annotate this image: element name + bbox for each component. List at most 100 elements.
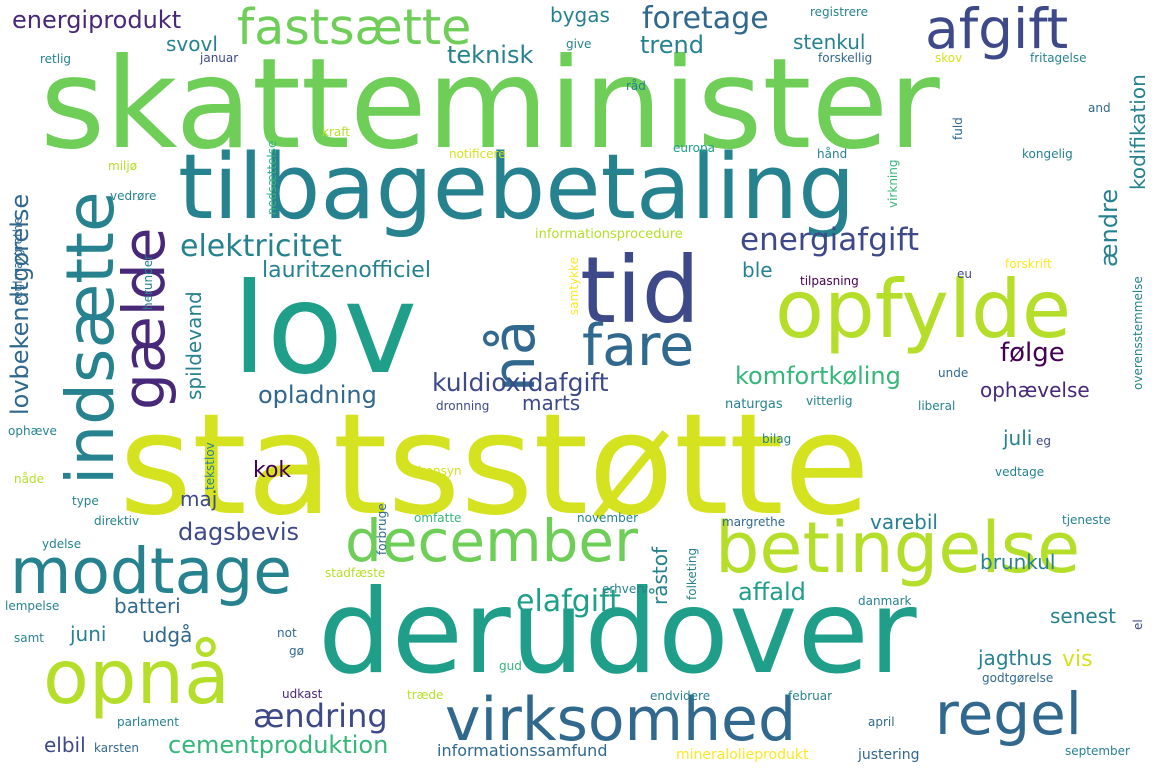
word-opna: opnå xyxy=(43,633,230,721)
word-energiprodukt: energiprodukt xyxy=(12,6,182,34)
word-virkning: virkning xyxy=(886,159,900,208)
word-april: april xyxy=(868,715,895,729)
word-ophaevelse: ophævelse xyxy=(980,378,1090,402)
word-kodifikation: kodifikation xyxy=(1126,74,1150,190)
word-februar: februar xyxy=(788,689,833,703)
word-jagthus: jagthus xyxy=(978,646,1053,670)
word-herunder: herunder xyxy=(141,254,155,310)
word-vis: vis xyxy=(1062,647,1093,672)
word-hensyn: hensyn xyxy=(418,464,462,478)
word-not: not xyxy=(277,626,297,640)
word-dagsbevis: dagsbevis xyxy=(178,518,300,546)
word-udga: udgå xyxy=(142,623,193,647)
word-fare: fare xyxy=(582,313,695,379)
word-forskrift: forskrift xyxy=(1005,257,1052,271)
word-tid: tid xyxy=(580,237,701,344)
word-folketing: folketing xyxy=(685,547,699,600)
word-forbruge: forbruge xyxy=(375,503,389,555)
word-fastsaette: fastsætte xyxy=(237,0,472,56)
word-regel: regel xyxy=(935,680,1082,748)
word-december: december xyxy=(345,507,638,575)
word-varebil: varebil xyxy=(870,510,938,534)
word-teknisk: teknisk xyxy=(447,41,534,69)
word-stenkul: stenkul xyxy=(793,30,866,54)
word-liberal: liberal xyxy=(918,399,956,413)
word-lov: lov xyxy=(232,257,418,402)
word-energiafgift: energiafgift xyxy=(740,222,920,258)
word-batteri: batteri xyxy=(114,594,181,618)
word-fritagelse: fritagelse xyxy=(1030,51,1087,65)
word-maj: maj xyxy=(180,487,218,511)
word-foretage: foretage xyxy=(642,1,769,36)
word-senest: senest xyxy=(1050,604,1116,628)
word-endvidere: endvidere xyxy=(650,689,711,703)
word-notificere: notificere xyxy=(449,147,506,161)
word-affald: affald xyxy=(738,578,806,606)
word-parlament: parlament xyxy=(117,715,179,729)
word-kraft: kraft xyxy=(322,125,350,139)
word-tjeneste: tjeneste xyxy=(1062,513,1111,527)
word-elafgift: elafgift xyxy=(516,584,621,619)
word-retlig: retlig xyxy=(40,52,72,66)
word-omfatte: omfatte xyxy=(414,511,462,525)
word-opfylde: opfylde xyxy=(775,263,1072,356)
word-godtgorelse: godtgørelse xyxy=(982,671,1054,685)
word-kongelig: kongelig xyxy=(1022,147,1073,161)
word-kok: kok xyxy=(253,458,292,483)
word-skov: skov xyxy=(935,51,963,65)
word-justering: justering xyxy=(858,747,920,763)
word-vitterlig: vitterlig xyxy=(806,394,853,408)
word-karsten: karsten xyxy=(94,741,139,755)
word-ble: ble xyxy=(742,258,773,282)
word-fuld: fuld xyxy=(951,117,965,140)
word-eg: eg xyxy=(1036,434,1051,448)
word-overensstemmelse: overensstemmelse xyxy=(1131,276,1145,390)
word-aendring: ændring xyxy=(253,697,388,735)
word-ydelse: ydelse xyxy=(42,537,82,551)
word-elektricitet: elektricitet xyxy=(180,229,342,264)
word-tilpasning: tilpasning xyxy=(800,274,859,288)
word-virksomhed: virksomhed xyxy=(445,685,797,755)
word-type: type xyxy=(72,494,99,508)
word-afgift: afgift xyxy=(925,0,1069,61)
word-bygas: bygas xyxy=(550,3,610,27)
word-mineralolieprodukt: mineralolieprodukt xyxy=(676,747,809,763)
word-rastof: råstof xyxy=(648,546,672,605)
word-svovl: svovl xyxy=(166,32,218,56)
word-go: gø xyxy=(289,644,304,658)
word-komfortkoling: komfortkøling xyxy=(735,362,901,390)
word-vedtage: vedtage xyxy=(995,465,1045,479)
word-europa: europa xyxy=(673,141,715,155)
word-kuldioxidafgift: kuldioxidafgift xyxy=(432,368,609,397)
word-seglmargrethe: seglmargrethe xyxy=(11,217,25,305)
word-udkast: udkast xyxy=(282,687,323,701)
word-spildevand: spildevand xyxy=(182,291,206,400)
word-juli: juli xyxy=(1003,426,1033,450)
word-vedrore: vedrøre xyxy=(110,189,157,203)
word-trend: trend xyxy=(640,31,704,59)
word-naturgas: naturgas xyxy=(725,397,783,412)
word-lauritzenofficiel: lauritzenofficiel xyxy=(262,258,431,283)
word-danmark: danmark xyxy=(858,594,912,608)
word-tilbagebetaling: tilbagebetaling xyxy=(178,135,856,240)
word-nedsaettelse: nedsættelse xyxy=(265,140,279,215)
word-skatteminister: skatteminister xyxy=(40,32,940,177)
word-tekstlov: tekstlov xyxy=(203,442,217,490)
word-informationssamfund: informationssamfund xyxy=(437,741,608,760)
word-januar: januar xyxy=(200,51,239,65)
word-miljo: miljø xyxy=(108,159,138,173)
word-el: el xyxy=(1131,619,1145,630)
word-ophaeve: ophæve xyxy=(8,424,57,438)
word-juni: juni xyxy=(70,622,107,646)
word-lempelse: lempelse xyxy=(5,599,60,613)
word-samtykke: samtykke xyxy=(567,257,581,315)
word-elbil: elbil xyxy=(44,733,86,757)
word-stadfaeste: stadfæste xyxy=(325,566,386,580)
word-give: give xyxy=(566,37,592,51)
word-rad: råd xyxy=(626,79,646,93)
word-cementproduktion: cementproduktion xyxy=(168,731,389,759)
word-direktiv: direktiv xyxy=(94,514,140,528)
word-informationsprocedure: informationsprocedure xyxy=(535,227,683,242)
word-november: november xyxy=(577,511,639,525)
